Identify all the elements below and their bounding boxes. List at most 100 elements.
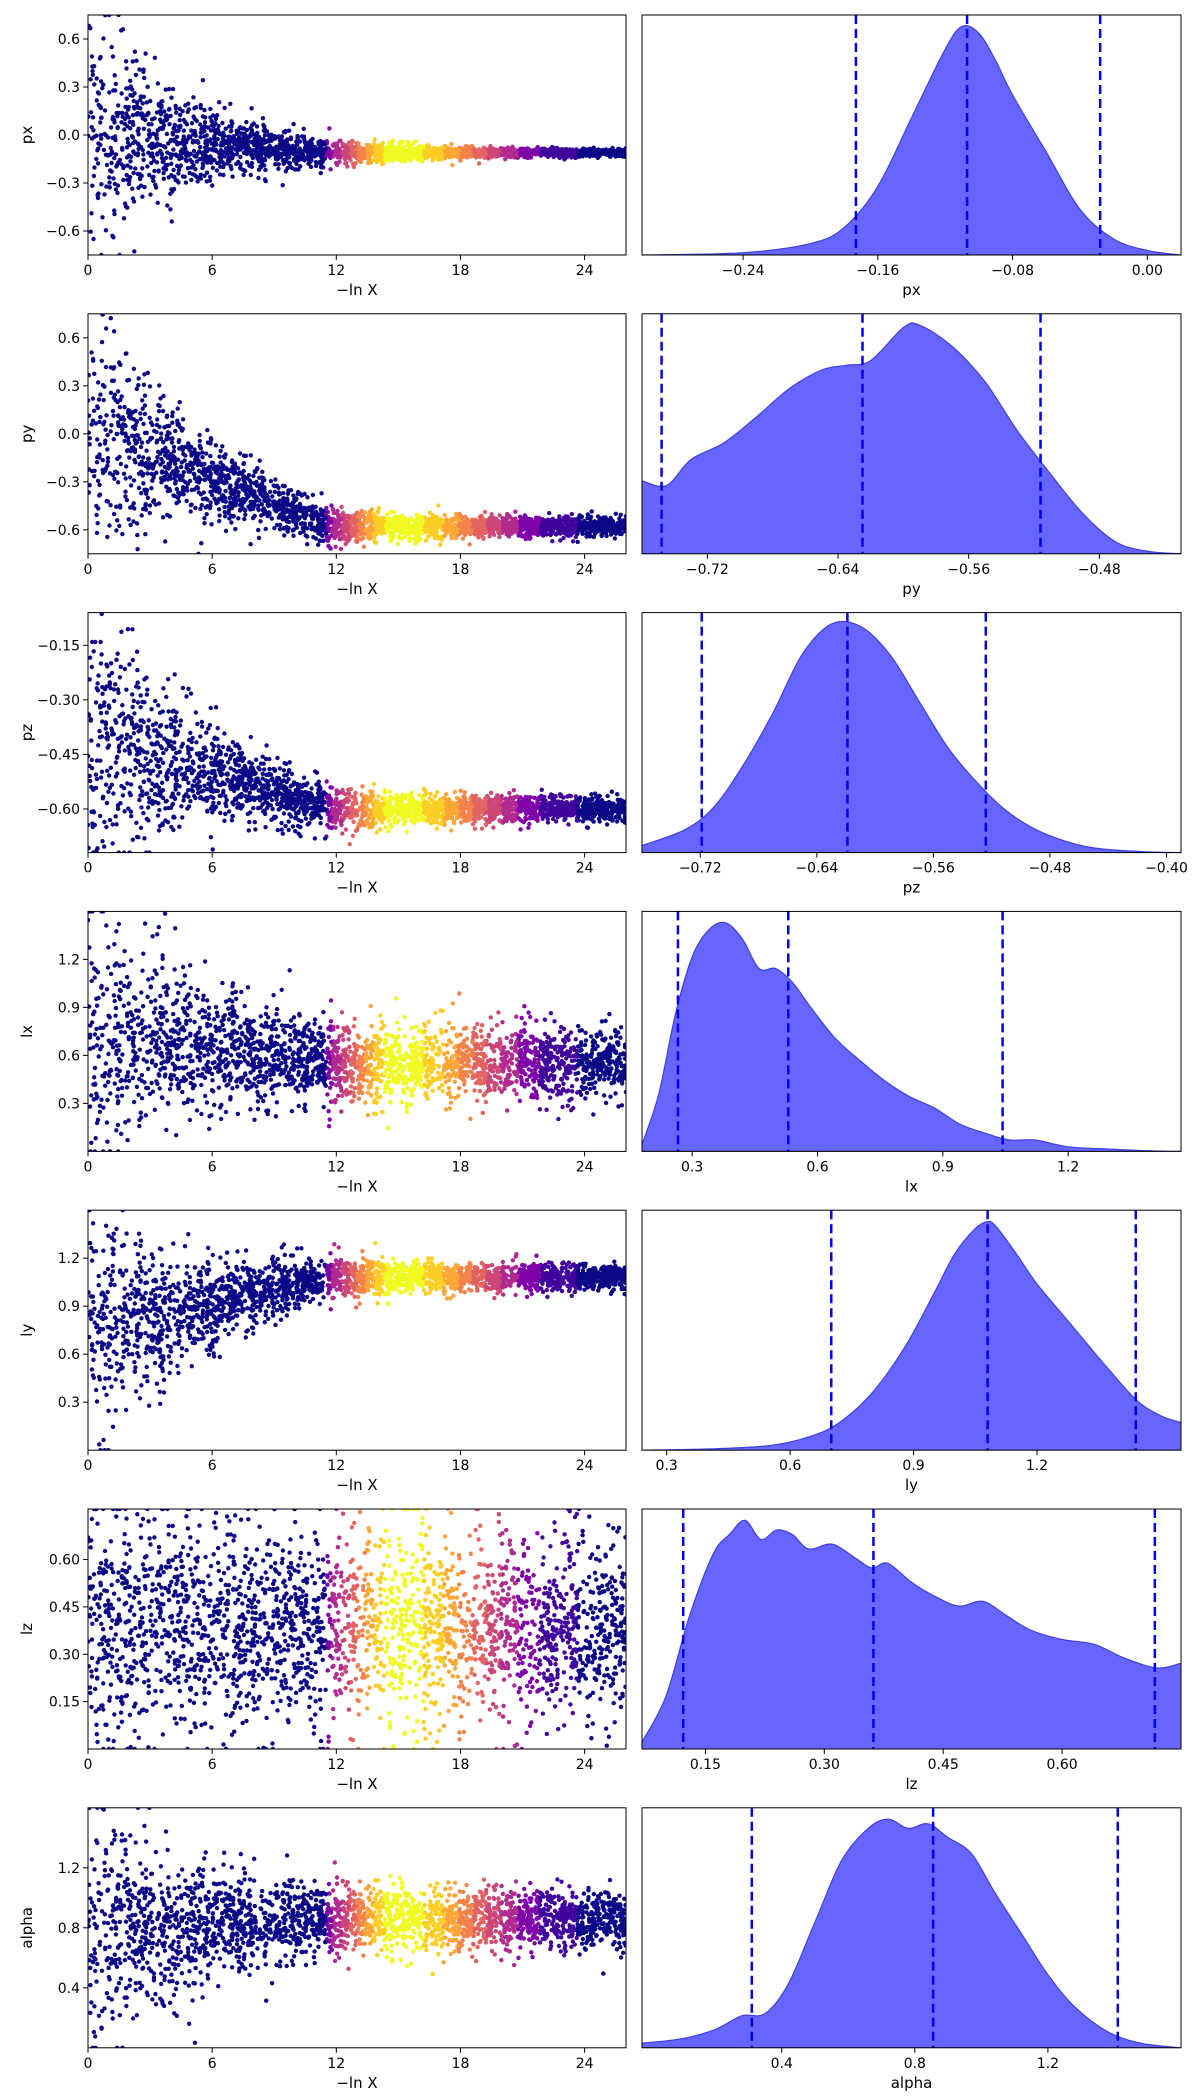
trace-sample-point — [190, 466, 195, 471]
trace-sample-point — [154, 110, 160, 115]
trace-sample-point — [122, 127, 127, 132]
trace-sample-point — [139, 469, 144, 475]
trace-sample-point — [313, 160, 319, 165]
trace-sample-point — [144, 100, 149, 105]
trace-sample-point — [133, 72, 139, 78]
trace-sample-point — [88, 442, 92, 447]
trace-sample-point — [147, 172, 152, 178]
trace-sample-point — [98, 392, 103, 397]
trace-sample-point — [169, 161, 174, 166]
trace-sample-point — [397, 525, 402, 530]
trace-sample-point — [197, 468, 202, 474]
trace-sample-point — [201, 472, 207, 478]
trace-sample-point — [260, 137, 266, 142]
trace-sample-point — [569, 511, 574, 517]
trace-sample-point — [464, 152, 469, 158]
trace-sample-point — [161, 440, 166, 445]
trace-sample-point — [135, 547, 140, 552]
trace-sample-point — [302, 140, 307, 145]
trace-sample-point — [200, 114, 206, 119]
trace-sample-point — [559, 154, 564, 159]
trace-sample-point — [449, 518, 455, 524]
trace-sample-point — [262, 177, 268, 182]
trace-sample-point — [174, 128, 179, 134]
trace-sample-point — [425, 154, 430, 160]
trace-sample-point — [304, 148, 310, 153]
trace-sample-point — [612, 536, 618, 541]
trace-sample-point — [143, 51, 148, 56]
trace-sample-point — [213, 116, 219, 122]
trace-sample-point — [227, 134, 232, 139]
trace-x-axis-label: −ln X — [336, 281, 377, 299]
trace-sample-point — [166, 86, 172, 92]
trace-sample-point — [269, 132, 274, 137]
trace-sample-point — [277, 527, 283, 532]
trace-sample-point — [316, 141, 321, 147]
trace-sample-point — [228, 147, 233, 153]
trace-y-tick-label: 0.3 — [58, 80, 80, 96]
trace-sample-point — [117, 523, 122, 529]
trace-sample-point — [155, 151, 160, 156]
trace-x-tick-label: 6 — [208, 263, 217, 279]
trace-sample-point — [223, 528, 229, 534]
trace-sample-point — [187, 478, 193, 484]
trace-sample-point — [188, 157, 193, 163]
trace-sample-point — [170, 413, 175, 419]
trace-sample-point — [90, 396, 96, 401]
trace-sample-point — [362, 531, 367, 536]
trace-sample-point — [111, 88, 116, 93]
trace-sample-point — [109, 423, 114, 428]
trace-sample-point — [133, 166, 138, 171]
trace-sample-point — [95, 521, 100, 526]
trace-sample-point — [209, 118, 214, 124]
trace-sample-point — [94, 530, 100, 536]
trace-sample-point — [149, 145, 154, 151]
trace-sample-point — [154, 459, 160, 464]
trace-sample-point — [95, 437, 100, 442]
trace-sample-point — [149, 486, 154, 491]
trace-sample-point — [450, 162, 455, 168]
trace-sample-point — [513, 524, 518, 530]
trace-sample-point — [97, 492, 103, 497]
trace-sample-point — [287, 149, 293, 154]
trace-sample-point — [141, 157, 146, 162]
trace-sample-point — [324, 505, 329, 511]
trace-sample-point — [316, 514, 321, 519]
trace-sample-point — [284, 157, 289, 162]
trace-sample-point — [217, 150, 222, 155]
trace-sample-point — [185, 137, 190, 142]
trace-sample-point — [124, 172, 129, 178]
trace-sample-point — [613, 153, 619, 158]
trace-sample-point — [229, 119, 234, 124]
trace-sample-point — [316, 151, 322, 157]
trace-sample-point — [344, 522, 349, 527]
trace-sample-point — [164, 413, 170, 418]
trace-sample-point — [492, 153, 497, 159]
trace-sample-point — [286, 152, 291, 158]
trace-sample-point — [248, 453, 253, 458]
trace-sample-point — [118, 461, 124, 467]
trace-sample-point — [107, 185, 113, 190]
trace-sample-point — [110, 116, 115, 122]
trace-sample-point — [167, 423, 172, 429]
trace-sample-point — [305, 495, 310, 500]
trace-sample-point — [132, 91, 137, 96]
trace-sample-point — [103, 438, 108, 443]
trace-sample-point — [165, 477, 171, 482]
trace-sample-point — [318, 507, 323, 512]
trace-sample-point — [170, 436, 175, 441]
panel-py: 0 6 12 18 24−ln X0.60.30.0−0.3−0.6py−0.72 −0.… — [18, 313, 1182, 598]
trace-sample-point — [176, 422, 181, 427]
trace-sample-point — [229, 124, 234, 129]
trace-sample-point — [502, 148, 508, 153]
trace-sample-point — [264, 129, 270, 134]
trace-sample-point — [557, 514, 562, 519]
trace-sample-point — [427, 510, 432, 515]
trace-sample-point — [216, 507, 222, 512]
trace-sample-point — [516, 533, 521, 538]
trace-sample-point — [233, 488, 238, 493]
trace-sample-point — [327, 126, 332, 131]
trace-sample-point — [435, 524, 441, 530]
trace-sample-point — [589, 509, 594, 514]
trace-sample-point — [272, 489, 278, 495]
